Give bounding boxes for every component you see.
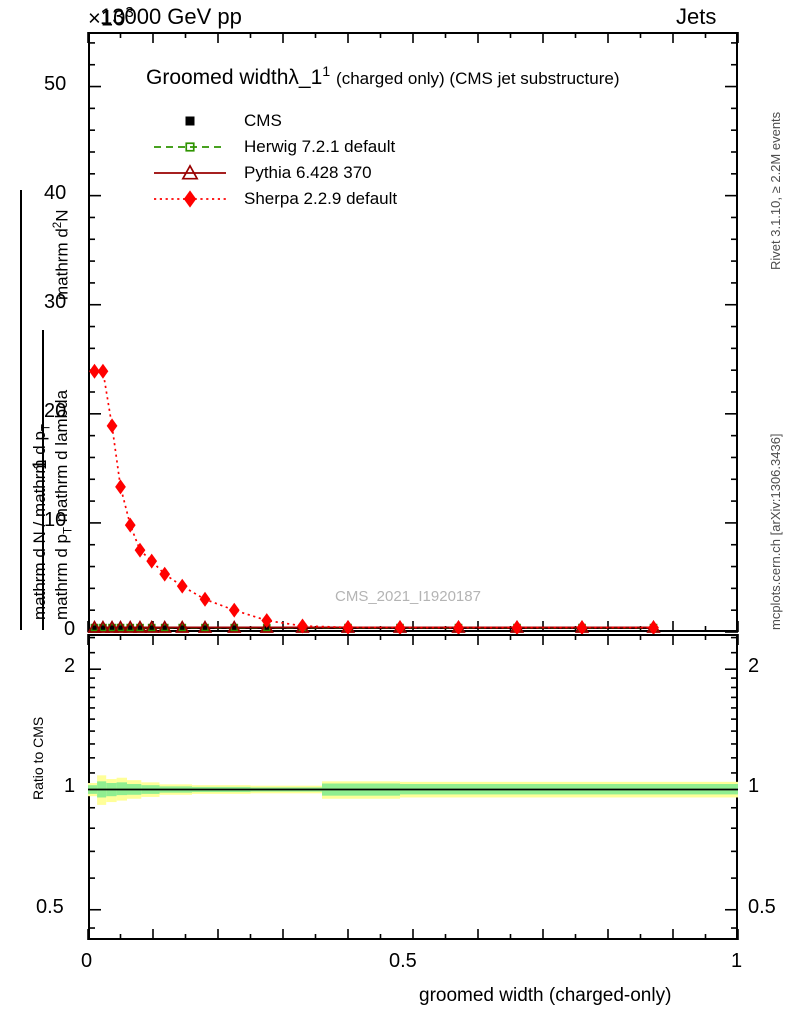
legend-marker-icon — [183, 190, 197, 208]
ratio-y-tick-label: 0.5 — [748, 895, 776, 918]
data-point-sherpa — [576, 620, 588, 636]
data-point-sherpa — [134, 542, 146, 558]
mcplots-source-label: mcplots.cern.ch [arXiv:1306.3436] — [768, 433, 783, 630]
data-point-cms — [91, 625, 98, 632]
data-point-cms — [179, 625, 186, 632]
main-y-tick-label: 50 — [44, 72, 67, 95]
ratio-y-tick-label: 2 — [64, 655, 76, 678]
legend-marker-icon — [181, 164, 199, 180]
data-point-pythia — [259, 619, 274, 633]
main-y-tick-label: 0 — [64, 618, 76, 640]
y-axis-title-fraction-bar — [20, 190, 22, 630]
data-point-cms — [127, 625, 134, 632]
data-point-sherpa — [97, 363, 109, 379]
data-point-cms — [148, 625, 155, 632]
legend-label: Sherpa 2.2.9 default — [244, 189, 398, 208]
data-point-pythia — [132, 619, 148, 633]
jets-label: Jets — [676, 4, 717, 29]
legend-symbol-filled-diamond-icon — [148, 186, 232, 212]
ratio-y-tick-label: 2 — [748, 655, 760, 678]
legend-label: CMS — [244, 111, 282, 130]
y-axis-title-numerator: 1 — [30, 459, 51, 470]
plot-title: Groomed widthλ_11 (charged only) (CMS je… — [146, 64, 620, 89]
data-point-sherpa — [159, 566, 171, 582]
analysis-watermark: CMS_2021_I1920187 — [335, 588, 481, 605]
y-axis-title-inner-fraction-bar — [42, 330, 44, 630]
x-tick-label: 0.5 — [389, 950, 417, 972]
data-point-pythia — [197, 619, 213, 633]
legend-label: Herwig 7.2.1 default — [244, 137, 396, 156]
beam-energy-label: 13000 GeV pp — [100, 4, 242, 29]
data-point-cms — [109, 625, 116, 632]
data-point-cms — [231, 625, 238, 632]
data-point-sherpa — [261, 613, 273, 629]
main-y-tick-label: 40 — [44, 181, 67, 204]
main-y-tick-label: 20 — [44, 399, 67, 422]
data-point-sherpa — [199, 591, 211, 607]
y-axis-title-inner-denominator: mathrm d pT mathrm d lambda — [52, 389, 75, 620]
data-point-sherpa — [394, 620, 406, 636]
data-point-pythia — [227, 619, 242, 633]
legend-symbol-filled-square-icon — [148, 108, 232, 134]
data-point-sherpa — [648, 620, 659, 636]
data-point-sherpa — [453, 620, 464, 636]
data-point-cms — [161, 625, 168, 632]
legend-symbol-open-square-icon — [148, 134, 232, 160]
y-axis-title-inner-numerator: mathrm d2N — [52, 209, 72, 301]
data-point-sherpa — [115, 479, 126, 495]
data-point-sherpa — [106, 418, 118, 434]
data-point-sherpa — [176, 578, 188, 594]
data-point-cms — [137, 625, 143, 632]
data-point-pythia — [123, 619, 138, 633]
main-y-tick-label: 30 — [44, 290, 67, 313]
x-axis-title: groomed width (charged-only) — [419, 985, 672, 1006]
legend-symbol-open-triangle-icon — [148, 160, 232, 186]
data-point-pythia — [113, 619, 128, 633]
data-point-pythia — [175, 619, 190, 633]
ratio-y-tick-label: 1 — [748, 775, 760, 798]
legend-label: Pythia 6.428 370 — [244, 163, 372, 182]
data-point-pythia — [157, 619, 172, 633]
x-tick-label: 1 — [731, 950, 743, 972]
data-point-pythia — [144, 619, 159, 633]
x-tick-label: 0 — [81, 950, 93, 972]
data-point-pythia — [104, 619, 120, 633]
data-point-sherpa — [124, 517, 136, 533]
data-point-pythia — [95, 619, 111, 633]
ratio-axis-title: Ratio to CMS — [30, 716, 46, 800]
data-point-sherpa — [228, 602, 240, 618]
main-y-tick-label: 10 — [44, 508, 67, 531]
legend-marker-icon — [185, 116, 195, 126]
data-point-sherpa — [511, 620, 523, 636]
data-point-cms — [263, 625, 270, 632]
data-point-cms — [202, 625, 208, 632]
data-point-sherpa — [146, 553, 158, 569]
data-point-cms — [99, 625, 106, 632]
data-point-pythia — [87, 619, 102, 633]
data-point-sherpa — [89, 363, 100, 379]
data-point-sherpa — [297, 618, 308, 634]
scale-factor-label: ×103 — [88, 4, 134, 31]
data-point-sherpa — [342, 619, 354, 635]
legend-marker-icon — [185, 142, 195, 152]
rivet-version-label: Rivet 3.1.10, ≥ 2.2M events — [768, 111, 783, 270]
ratio-y-tick-label: 0.5 — [36, 895, 64, 918]
data-point-cms — [117, 625, 124, 632]
ratio-y-tick-label: 1 — [64, 775, 76, 798]
